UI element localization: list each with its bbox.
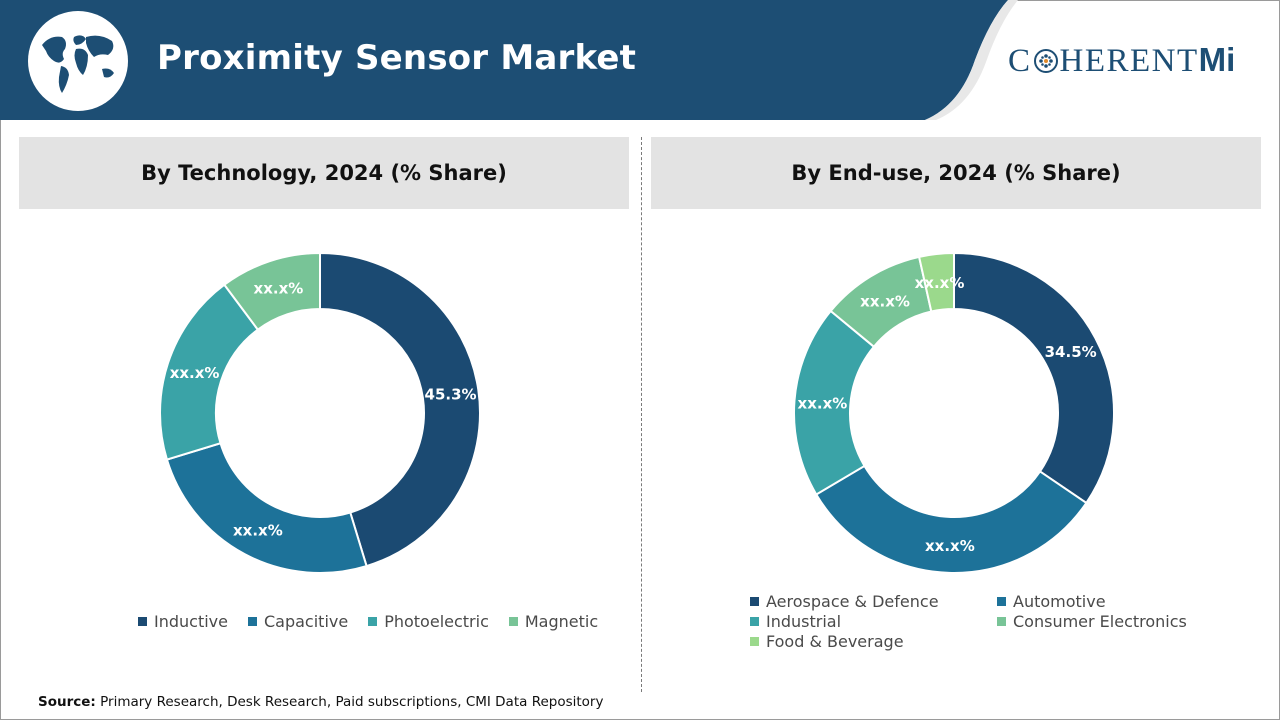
banner-shape <box>0 0 1008 120</box>
end-use-legend-item: Aerospace & Defence <box>750 592 997 611</box>
source-text: Primary Research, Desk Research, Paid su… <box>100 694 604 710</box>
end-use-legend-item: Automotive <box>997 592 1227 611</box>
page-title: Proximity Sensor Market <box>157 38 637 78</box>
legend-swatch <box>508 617 518 626</box>
technology-legend-item: Inductive <box>138 612 228 631</box>
source-label: Source: <box>38 694 96 710</box>
legend-label: Industrial <box>766 612 842 631</box>
panel-divider <box>641 137 642 692</box>
logo-dots-icon <box>1033 49 1058 73</box>
legend-label: Aerospace & Defence <box>766 592 939 611</box>
end-use-legend-item: Food & Beverage <box>750 632 997 651</box>
company-logo: C HERENTMi <box>1008 41 1236 79</box>
legend-label: Consumer Electronics <box>1013 612 1187 631</box>
legend-swatch <box>750 617 759 626</box>
technology-legend: Inductive Capacitive Photoelectric Magnetic <box>138 612 598 631</box>
technology-legend-item: Capacitive <box>247 612 349 631</box>
source-note: Source: Primary Research, Desk Research,… <box>38 694 603 710</box>
legend-swatch <box>368 617 378 626</box>
end-use-legend-item: Consumer Electronics <box>997 612 1227 631</box>
end-use-legend-item: Industrial <box>750 612 997 631</box>
legend-swatch <box>750 597 759 606</box>
technology-chart-title: By Technology, 2024 (% Share) <box>19 137 629 209</box>
legend-label: Magnetic <box>524 612 599 631</box>
technology-legend-item: Photoelectric <box>368 612 489 631</box>
legend-label: Capacitive <box>263 612 349 631</box>
legend-label: Inductive <box>154 612 228 631</box>
legend-swatch <box>138 617 147 626</box>
end-use-chart-title: By End-use, 2024 (% Share) <box>651 137 1261 209</box>
technology-legend-item: Magnetic <box>508 612 599 631</box>
legend-swatch <box>997 597 1006 606</box>
legend-swatch <box>997 617 1006 626</box>
legend-label: Photoelectric <box>384 612 489 631</box>
legend-swatch <box>247 617 257 626</box>
legend-swatch <box>750 637 759 646</box>
globe-icon <box>28 11 128 111</box>
legend-label: Automotive <box>1013 592 1106 611</box>
header-banner <box>0 0 1018 120</box>
banner-accent <box>925 0 1018 120</box>
end-use-legend: Aerospace & Defence Automotive Industrial C… <box>750 592 1227 651</box>
legend-label: Food & Beverage <box>766 632 904 651</box>
